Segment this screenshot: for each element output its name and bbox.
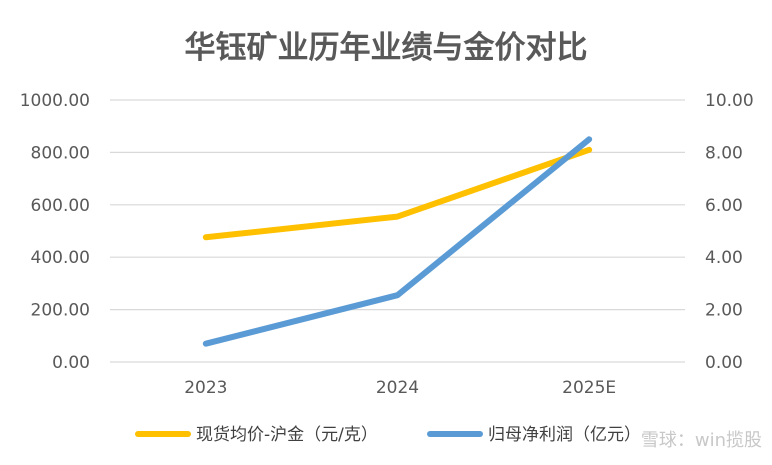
right-tick-label: 4.00 — [705, 248, 743, 268]
left-tick-label: 1000.00 — [20, 91, 90, 111]
watermark: 雪球：win揽股 — [641, 430, 762, 451]
x-tick-label: 2024 — [376, 378, 419, 398]
left-tick-label: 0.00 — [52, 353, 90, 373]
right-tick-label: 10.00 — [705, 91, 754, 111]
point-net-profit — [397, 294, 398, 296]
left-tick-label: 600.00 — [31, 196, 90, 216]
left-axis: 0.00 200.00 400.00 600.00 800.00 1000.00 — [20, 91, 90, 373]
left-tick-label: 400.00 — [31, 248, 90, 268]
x-tick-label: 2023 — [184, 378, 227, 398]
right-tick-label: 6.00 — [705, 196, 743, 216]
legend-label-net-profit: 归母净利润（亿元） — [488, 425, 641, 445]
point-gold-price — [205, 236, 207, 238]
point-gold-price — [397, 216, 398, 218]
series-line-gold-price — [202, 146, 593, 241]
point-gold-price — [588, 149, 590, 151]
legend: 现货均价-沪金（元/克） 归母净利润（亿元） — [135, 425, 641, 445]
left-tick-label: 800.00 — [31, 143, 90, 163]
right-tick-label: 8.00 — [705, 143, 743, 163]
legend-label-gold-price: 现货均价-沪金（元/克） — [196, 425, 378, 445]
x-tick-label: 2025E — [562, 378, 616, 398]
point-net-profit — [205, 343, 207, 345]
grid-layer — [110, 99, 685, 363]
right-tick-label: 0.00 — [705, 353, 743, 373]
right-tick-label: 2.00 — [705, 301, 743, 321]
point-net-profit — [588, 138, 590, 140]
right-axis: 0.00 2.00 4.00 6.00 8.00 10.00 — [705, 91, 754, 373]
chart-title: 华钰矿业历年业绩与金价对比 — [185, 30, 588, 66]
series-layer — [202, 136, 593, 347]
x-axis: 2023 2024 2025E — [184, 378, 616, 398]
left-tick-label: 200.00 — [31, 301, 90, 321]
